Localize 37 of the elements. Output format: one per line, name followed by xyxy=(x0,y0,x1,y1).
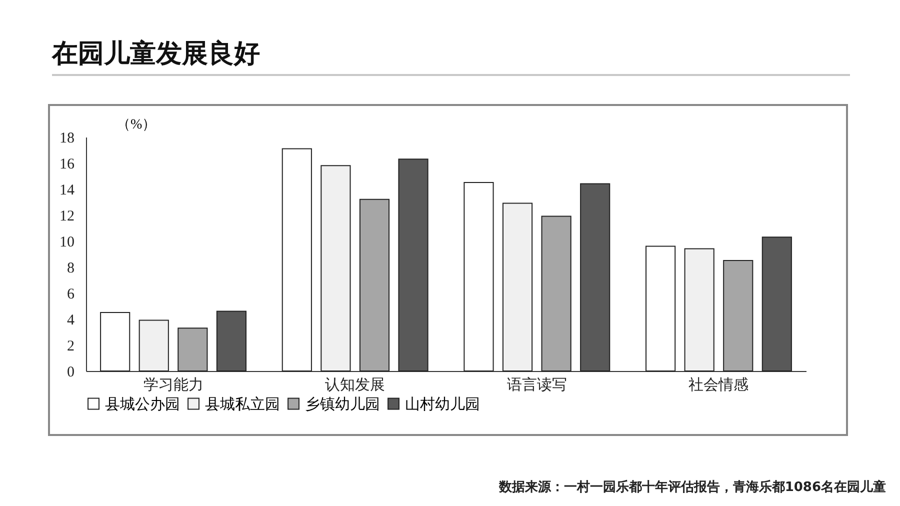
bar xyxy=(502,202,533,372)
source-note: 数据来源：一村一园乐都十年评估报告，青海乐都1086名在园儿童 xyxy=(498,478,886,496)
y-tick-label: 18 xyxy=(60,130,74,146)
y-tick-label: 10 xyxy=(60,234,74,250)
bar xyxy=(138,320,169,372)
x-tick-label: 社会情感 xyxy=(688,376,749,394)
x-tick-label: 认知发展 xyxy=(325,376,386,394)
y-axis-title: （%） xyxy=(116,118,156,132)
bar xyxy=(216,310,246,372)
y-tick-label: 0 xyxy=(67,364,74,380)
bar xyxy=(320,165,351,372)
bar xyxy=(684,248,714,372)
bar xyxy=(359,198,390,372)
bar xyxy=(398,158,428,372)
legend-label: 山村幼儿园 xyxy=(405,396,480,413)
bar xyxy=(100,312,130,372)
bar xyxy=(541,216,572,372)
x-tick-label: 学习能力 xyxy=(143,376,204,394)
y-tick-label: 4 xyxy=(67,312,75,328)
bar xyxy=(580,183,610,372)
bar xyxy=(723,260,754,372)
legend-label: 县城公办园 xyxy=(105,396,180,413)
x-tick-label: 语言读写 xyxy=(506,376,567,394)
bar xyxy=(464,182,494,372)
bar xyxy=(178,328,208,372)
bar xyxy=(762,236,792,372)
y-tick-label: 8 xyxy=(67,260,74,276)
y-tick-label: 2 xyxy=(67,338,74,354)
legend-label: 县城私立园 xyxy=(205,396,280,413)
y-tick-label: 12 xyxy=(60,208,74,224)
bar xyxy=(646,246,676,372)
legend-label: 乡镇幼儿园 xyxy=(305,396,380,413)
bar xyxy=(282,148,312,372)
y-tick-label: 6 xyxy=(67,286,75,302)
chart-title: 在园儿童发展良好 xyxy=(52,38,260,71)
y-tick-label: 16 xyxy=(60,156,75,172)
y-tick-label: 14 xyxy=(60,182,75,198)
